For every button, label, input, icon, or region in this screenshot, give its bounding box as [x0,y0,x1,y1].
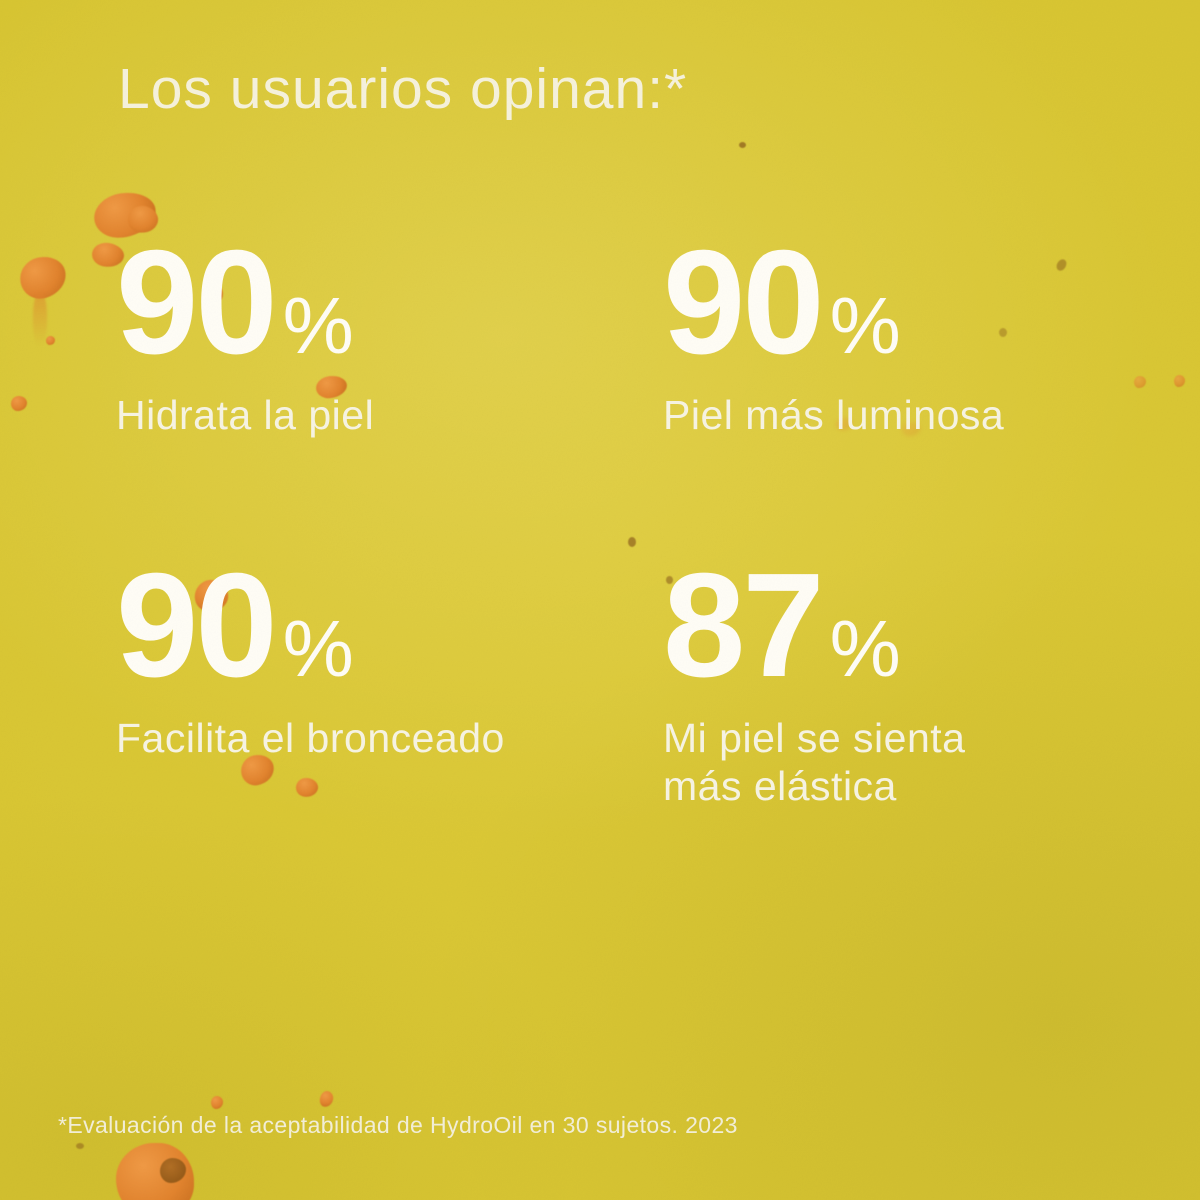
stat-label: Piel más luminosa [663,392,1005,438]
stat-hidrata: 90% Hidrata la piel [116,229,596,439]
stat-number: 90% [116,229,596,377]
stat-number: 90% [116,552,606,700]
page-title: Los usuarios opinan:* [118,57,688,121]
paint-speck [739,142,746,148]
paint-speck [628,537,636,547]
footnote: *Evaluación de la aceptabilidad de Hydro… [58,1112,738,1138]
percent-sign: % [829,604,901,693]
paint-drip [33,292,47,346]
stat-elastica: 87% Mi piel se sienta más elástica [663,552,1033,811]
stat-label: Hidrata la piel [116,392,375,438]
stat-value: 90 [116,220,278,385]
percent-sign: % [829,281,901,370]
stat-number: 90% [663,229,1093,377]
stat-label: Facilita el bronceado [116,715,505,761]
percent-sign: % [282,604,354,693]
stat-value: 90 [116,543,278,708]
paint-speck [76,1143,84,1149]
stat-value: 90 [663,220,825,385]
stat-luminosa: 90% Piel más luminosa [663,229,1093,439]
stat-number: 87% [663,552,1033,700]
stat-bronceado: 90% Facilita el bronceado [116,552,606,762]
stat-label: Mi piel se sienta más elástica [663,715,966,810]
stat-value: 87 [663,543,825,708]
percent-sign: % [282,281,354,370]
